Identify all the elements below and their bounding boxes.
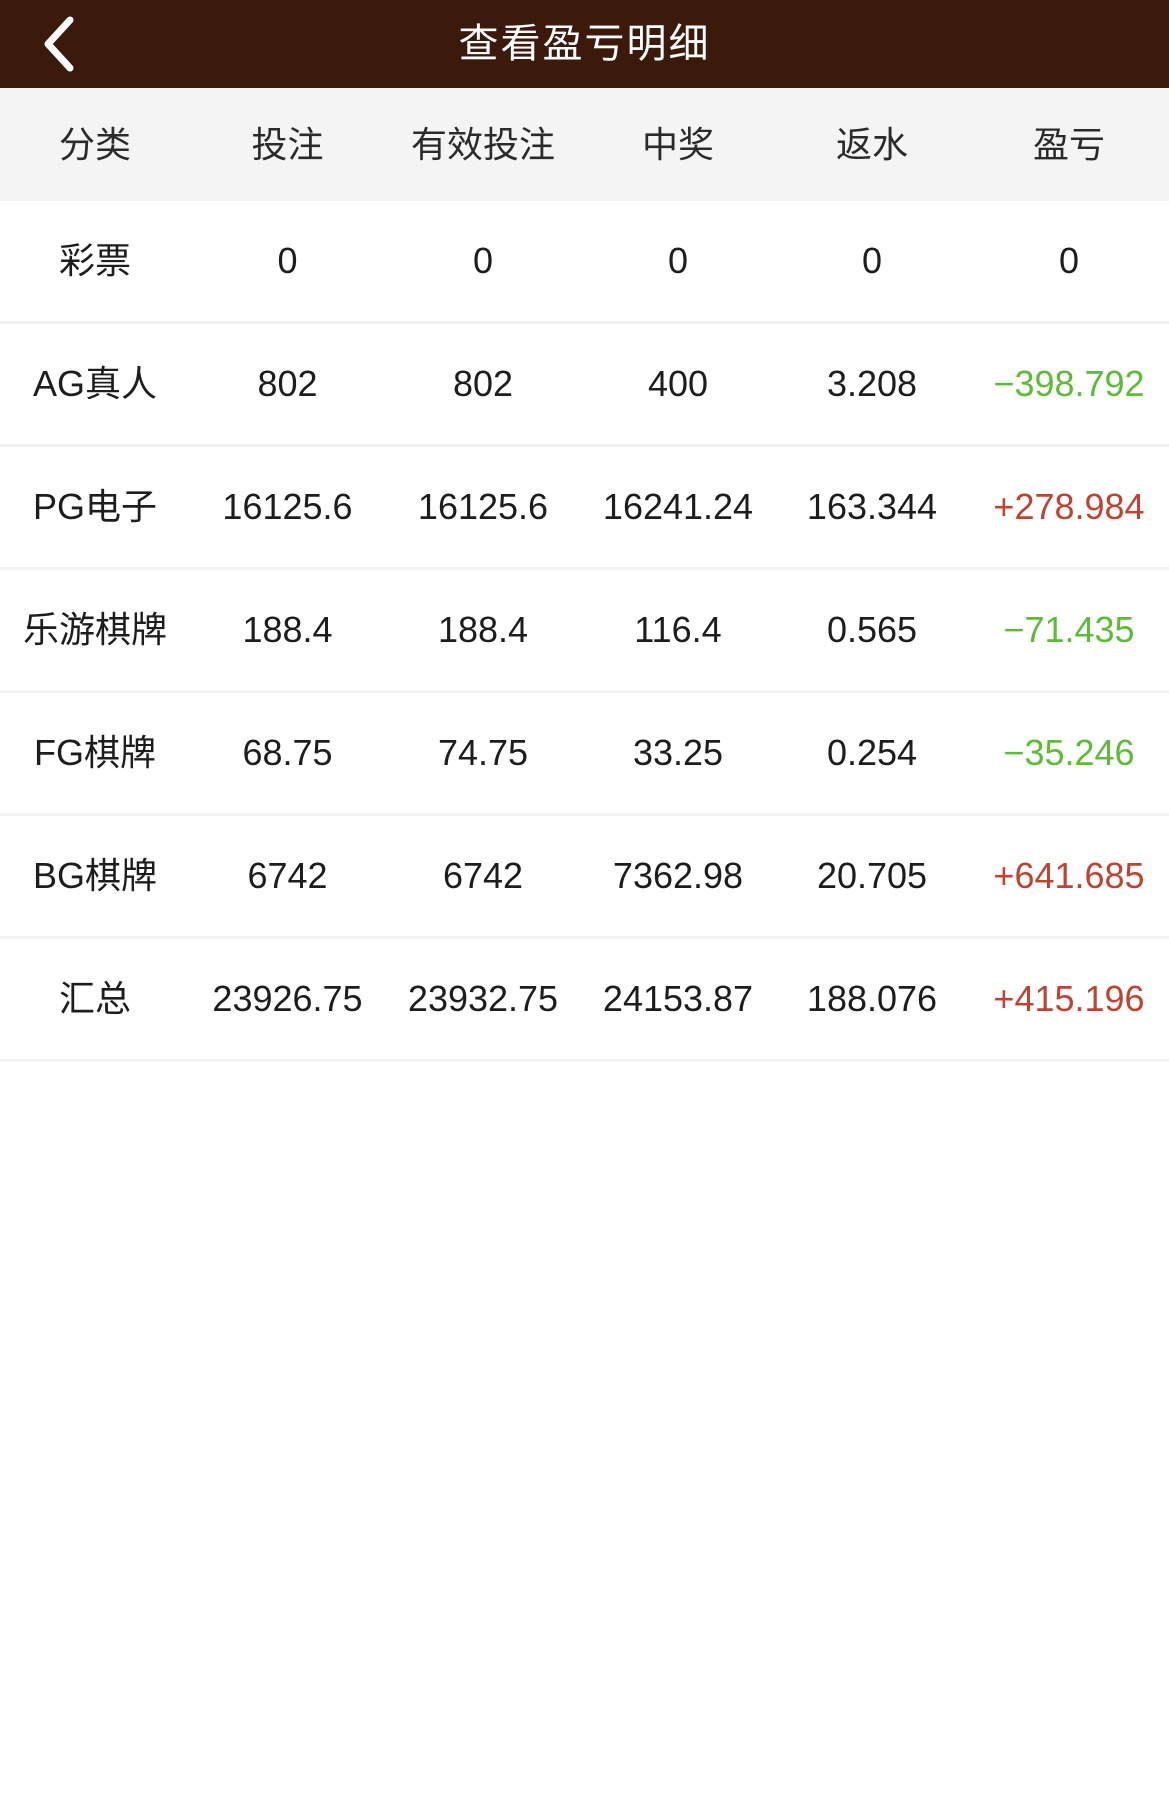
table-row[interactable]: PG电子 16125.6 16125.6 16241.24 163.344 +2… bbox=[0, 447, 1169, 570]
cell-profit-loss: −398.792 bbox=[993, 363, 1145, 404]
column-header-bet: 投注 bbox=[251, 123, 324, 165]
cell-profit-loss: 0 bbox=[1058, 240, 1080, 281]
cell-rebate: 20.705 bbox=[816, 855, 928, 896]
cell-bet: 68.75 bbox=[242, 732, 333, 773]
column-header-category: 分类 bbox=[58, 123, 131, 165]
cell-win: 0 bbox=[667, 240, 689, 281]
cell-valid-bet: 6742 bbox=[442, 855, 524, 896]
back-button[interactable] bbox=[18, 0, 98, 88]
chevron-left-icon bbox=[41, 15, 75, 73]
cell-category: 汇总 bbox=[58, 978, 131, 1019]
cell-category: 乐游棋牌 bbox=[22, 609, 167, 650]
cell-win: 16241.24 bbox=[602, 486, 754, 527]
cell-win: 400 bbox=[647, 363, 709, 404]
cell-win: 33.25 bbox=[632, 732, 724, 773]
cell-bet: 0 bbox=[277, 240, 298, 281]
navigation-bar: 查看盈亏明细 bbox=[0, 0, 1169, 88]
cell-bet: 6742 bbox=[247, 855, 328, 896]
column-header-valid-bet: 有效投注 bbox=[410, 123, 555, 165]
cell-category: PG电子 bbox=[32, 486, 157, 527]
table-row[interactable]: 乐游棋牌 188.4 188.4 116.4 0.565 −71.435 bbox=[0, 570, 1169, 693]
cell-rebate: 0.254 bbox=[826, 732, 918, 773]
table-header-row: 分类 投注 有效投注 中奖 返水 盈亏 bbox=[0, 88, 1169, 201]
cell-valid-bet: 23932.75 bbox=[407, 978, 559, 1019]
page-title: 查看盈亏明细 bbox=[458, 22, 711, 66]
table-row[interactable]: AG真人 802 802 400 3.208 −398.792 bbox=[0, 324, 1169, 447]
cell-rebate: 188.076 bbox=[806, 978, 938, 1019]
cell-profit-loss: +641.685 bbox=[993, 855, 1145, 896]
cell-category: AG真人 bbox=[32, 363, 157, 404]
column-header-rebate: 返水 bbox=[835, 123, 908, 165]
table-row[interactable]: FG棋牌 68.75 74.75 33.25 0.254 −35.246 bbox=[0, 693, 1169, 816]
cell-rebate: 0 bbox=[861, 240, 883, 281]
cell-rebate: 0.565 bbox=[826, 609, 918, 650]
profit-loss-table: 分类 投注 有效投注 中奖 返水 盈亏 彩票 0 0 0 0 0 AG真人 80… bbox=[0, 88, 1169, 1062]
cell-win: 24153.87 bbox=[602, 978, 754, 1019]
table-row[interactable]: BG棋牌 6742 6742 7362.98 20.705 +641.685 bbox=[0, 816, 1169, 939]
cell-profit-loss: +278.984 bbox=[993, 486, 1145, 527]
cell-bet: 188.4 bbox=[242, 609, 333, 650]
cell-bet: 802 bbox=[257, 363, 318, 404]
cell-profit-loss: −35.246 bbox=[1003, 732, 1135, 773]
column-header-win: 中奖 bbox=[641, 123, 714, 165]
column-header-profit-loss: 盈亏 bbox=[1032, 123, 1105, 165]
cell-category: FG棋牌 bbox=[34, 732, 156, 773]
table-summary-row[interactable]: 汇总 23926.75 23932.75 24153.87 188.076 +4… bbox=[0, 939, 1169, 1062]
cell-win: 7362.98 bbox=[612, 855, 744, 896]
cell-bet: 23926.75 bbox=[212, 978, 363, 1019]
cell-valid-bet: 0 bbox=[472, 240, 494, 281]
cell-win: 116.4 bbox=[634, 609, 722, 650]
cell-profit-loss: −71.435 bbox=[1003, 609, 1135, 650]
cell-valid-bet: 802 bbox=[452, 363, 514, 404]
cell-valid-bet: 74.75 bbox=[437, 732, 529, 773]
cell-bet: 16125.6 bbox=[222, 486, 353, 527]
cell-valid-bet: 16125.6 bbox=[417, 486, 549, 527]
cell-rebate: 3.208 bbox=[826, 363, 918, 404]
cell-valid-bet: 188.4 bbox=[437, 609, 529, 650]
cell-category: 彩票 bbox=[58, 240, 131, 281]
cell-category: BG棋牌 bbox=[32, 855, 157, 896]
cell-rebate: 163.344 bbox=[806, 486, 938, 527]
cell-profit-loss: +415.196 bbox=[993, 978, 1145, 1019]
table-row[interactable]: 彩票 0 0 0 0 0 bbox=[0, 201, 1169, 324]
